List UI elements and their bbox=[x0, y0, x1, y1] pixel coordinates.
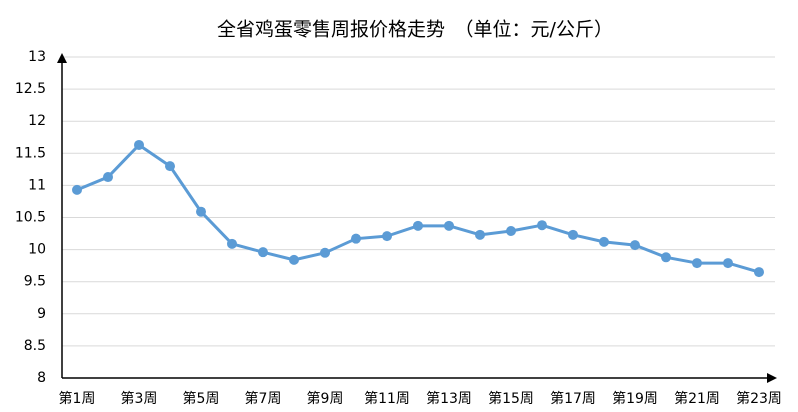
data-point bbox=[165, 161, 175, 172]
y-tick-label: 10 bbox=[28, 242, 46, 258]
data-point bbox=[475, 229, 485, 240]
y-tick-label: 13 bbox=[28, 49, 46, 65]
x-tick-label: 第1周 bbox=[59, 390, 96, 407]
data-point bbox=[413, 220, 423, 231]
y-tick-label: 10.5 bbox=[15, 210, 46, 226]
chart-title: 全省鸡蛋零售周报价格走势 （单位：元/公斤） bbox=[217, 19, 613, 41]
data-point bbox=[134, 139, 144, 150]
x-tick-label: 第11周 bbox=[364, 390, 410, 407]
y-axis-arrow bbox=[57, 53, 67, 63]
data-point bbox=[382, 231, 392, 242]
data-point bbox=[351, 233, 361, 244]
x-tick-label: 第21周 bbox=[674, 390, 720, 407]
y-tick-label: 11.5 bbox=[15, 145, 46, 161]
data-point bbox=[320, 247, 330, 258]
data-point bbox=[537, 220, 547, 231]
data-point bbox=[103, 172, 113, 183]
data-point bbox=[723, 258, 733, 269]
data-point bbox=[258, 247, 268, 258]
data-point bbox=[72, 184, 82, 195]
x-tick-label: 第23周 bbox=[736, 390, 782, 407]
x-tick-label: 第17周 bbox=[550, 390, 596, 407]
data-point bbox=[630, 240, 640, 251]
x-tick-label: 第19周 bbox=[612, 390, 658, 407]
data-point bbox=[661, 252, 671, 263]
y-tick-label: 8.5 bbox=[24, 338, 46, 354]
y-tick-label: 11 bbox=[28, 177, 46, 193]
data-point bbox=[227, 238, 237, 249]
x-tick-label: 第13周 bbox=[426, 390, 472, 407]
y-tick-label: 9 bbox=[37, 306, 46, 322]
data-point bbox=[599, 236, 609, 247]
x-tick-label: 第9周 bbox=[307, 390, 344, 407]
y-tick-label: 9.5 bbox=[24, 274, 46, 290]
data-point bbox=[754, 267, 764, 278]
x-tick-label: 第5周 bbox=[183, 390, 220, 407]
x-tick-label: 第15周 bbox=[488, 390, 534, 407]
data-point bbox=[289, 254, 299, 265]
series-line bbox=[76, 143, 760, 274]
data-point bbox=[692, 258, 702, 269]
x-tick-label: 第3周 bbox=[121, 390, 158, 407]
data-point bbox=[506, 225, 516, 236]
y-tick-label: 12 bbox=[28, 113, 46, 129]
data-point bbox=[568, 229, 578, 240]
data-point bbox=[196, 206, 206, 217]
data-point bbox=[444, 220, 454, 231]
x-axis-arrow bbox=[767, 373, 777, 383]
x-tick-label: 第7周 bbox=[245, 390, 282, 407]
y-tick-label: 12.5 bbox=[15, 81, 46, 97]
y-tick-label: 8 bbox=[37, 370, 46, 386]
